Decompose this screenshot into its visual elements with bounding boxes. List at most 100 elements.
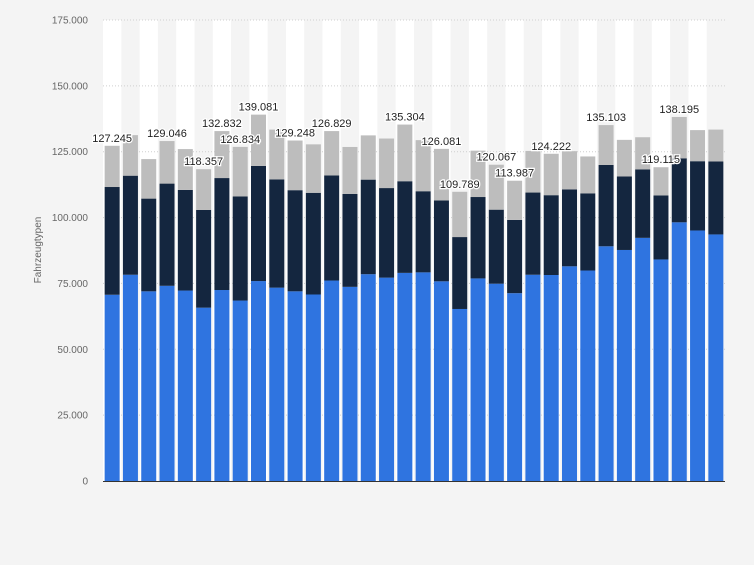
- bar-segment: [543, 195, 559, 275]
- bar-segment: [177, 290, 193, 481]
- bar-segment: [708, 234, 724, 481]
- bar-segment: [653, 259, 669, 481]
- bar-segment: [305, 144, 321, 193]
- bar-segment: [488, 209, 504, 284]
- bar-segment: [342, 193, 358, 287]
- data-label: 138.195: [659, 104, 699, 116]
- bar-segment: [159, 141, 175, 184]
- bar-segment: [177, 189, 193, 291]
- data-label: 126.834: [220, 134, 260, 146]
- bar-segment: [287, 291, 303, 481]
- bar-segment: [470, 197, 486, 279]
- bar-segment: [580, 270, 596, 481]
- bar-segment: [671, 158, 687, 223]
- bar-segment: [379, 188, 395, 278]
- y-axis-label: Fahrzeugtypen: [33, 217, 44, 284]
- data-label: 120.067: [476, 152, 516, 164]
- data-label: 109.789: [440, 179, 480, 191]
- bar-segment: [360, 179, 376, 275]
- bar-segment: [708, 161, 724, 235]
- bar-segment: [214, 290, 230, 481]
- bar-segment: [543, 153, 559, 196]
- bar-segment: [379, 138, 395, 189]
- bar-segment: [671, 116, 687, 159]
- bar-segment: [141, 291, 157, 481]
- bar-segment: [598, 125, 614, 165]
- bar-segment: [305, 192, 321, 295]
- bar-segment: [616, 176, 632, 250]
- bar-segment: [269, 179, 285, 288]
- bar-segment: [616, 249, 632, 481]
- bar-segment: [250, 281, 267, 481]
- bar-segment: [525, 192, 541, 275]
- bar-segment: [324, 131, 340, 176]
- bar-segment: [598, 246, 614, 481]
- data-label: 126.081: [422, 136, 462, 148]
- y-tick-label: 100.000: [52, 213, 89, 224]
- bar-segment: [397, 124, 413, 182]
- y-tick-label: 125.000: [52, 147, 89, 158]
- bar-segment: [232, 300, 248, 481]
- bar-segment: [708, 129, 724, 162]
- bar-segment: [159, 183, 175, 286]
- bar-segment: [214, 178, 230, 291]
- data-label: 129.248: [275, 128, 315, 140]
- bar-segment: [397, 272, 413, 481]
- bar-segment: [104, 187, 120, 295]
- bar-segment: [507, 293, 523, 481]
- data-labels: 127.245 129.046 118.357 132.832 126.834 139.0…: [91, 100, 700, 192]
- bar-segment: [342, 286, 358, 481]
- bar-segment: [580, 193, 596, 271]
- data-label: 135.304: [385, 112, 425, 124]
- bar-segment: [690, 161, 706, 231]
- bar-segment: [507, 219, 523, 294]
- data-label: 118.357: [184, 156, 223, 168]
- bar-segment: [305, 294, 321, 481]
- bar-segment: [379, 277, 395, 481]
- bar-segment: [141, 159, 157, 199]
- bar-segment: [250, 165, 267, 282]
- bar-segment: [415, 191, 431, 273]
- bar-segment: [452, 308, 468, 481]
- bar-segment: [104, 294, 120, 481]
- bar-segment: [104, 145, 120, 188]
- bar-segment: [324, 280, 340, 481]
- bar-segment: [415, 140, 431, 192]
- bar-segment: [196, 307, 212, 481]
- bar-segment: [488, 283, 504, 481]
- bar-segment: [232, 196, 248, 301]
- data-label: 124.222: [531, 141, 571, 153]
- bar-segment: [122, 175, 138, 275]
- bar-segment: [561, 266, 578, 481]
- bar-segment: [470, 150, 486, 198]
- data-label: 113.987: [495, 168, 534, 180]
- bar-segment: [232, 146, 248, 197]
- bar-segment: [287, 140, 303, 191]
- bar-segment: [433, 148, 449, 201]
- bar-segment: [324, 175, 340, 281]
- bar-segment: [616, 139, 632, 177]
- bar-segment: [196, 209, 212, 308]
- bar-segment: [452, 191, 468, 238]
- bar-segment: [507, 180, 523, 220]
- bar-segment: [635, 137, 651, 170]
- bar-segment: [269, 287, 285, 481]
- bar-segment: [653, 195, 669, 260]
- y-axis-ticks: 0 25.000 50.000 75.000 100.000 125.000 150.000…: [52, 16, 89, 488]
- bar-segment: [177, 149, 193, 190]
- data-label: 129.046: [147, 128, 187, 140]
- bar-segment: [214, 131, 230, 179]
- bar-segment: [122, 135, 138, 176]
- bar-segment: [269, 129, 285, 180]
- bar-segment: [122, 274, 138, 481]
- bar-segment: [397, 181, 413, 273]
- bar-segment: [433, 200, 449, 282]
- bar-segment: [525, 274, 541, 481]
- bar-segment: [690, 230, 706, 481]
- data-label: 132.832: [202, 118, 242, 130]
- bar-segment: [561, 189, 578, 267]
- data-label: 135.103: [586, 112, 626, 124]
- y-tick-label: 175.000: [52, 16, 89, 27]
